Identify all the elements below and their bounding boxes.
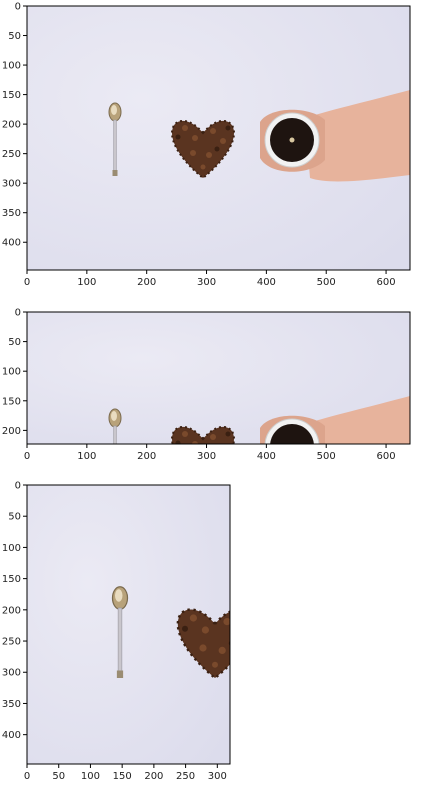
- x-tick-label: 600: [377, 451, 396, 462]
- y-tick-label: 200: [2, 426, 21, 437]
- y-tick-label: 150: [2, 396, 21, 407]
- panel-left-crop: 0 50 100 150 200 250 300 350 400 0 50 100 150 200 250…: [2, 481, 231, 782]
- y-tick-label: 350: [2, 208, 21, 219]
- y-tick-label: 50: [8, 337, 21, 348]
- y-tick-label: 300: [2, 179, 21, 190]
- y-tick-label: 100: [2, 367, 21, 378]
- y-tick-label: 100: [2, 61, 21, 72]
- axes-frame: [26, 311, 411, 445]
- y-tick-label: 250: [2, 637, 21, 648]
- x-tick-label: 300: [197, 277, 216, 288]
- x-tick-label: 0: [24, 451, 30, 462]
- x-tick-label: 200: [144, 771, 163, 782]
- y-tick-label: 400: [2, 238, 21, 249]
- x-tick-label: 100: [81, 771, 100, 782]
- x-tick-label: 150: [113, 771, 132, 782]
- y-tick-label: 100: [2, 543, 21, 554]
- x-axis: 0 50 100 150 200 250 300: [24, 764, 227, 782]
- x-tick-label: 50: [52, 771, 65, 782]
- y-tick-label: 250: [2, 149, 21, 160]
- y-tick-label: 150: [2, 90, 21, 101]
- y-axis: 0 50 100 150 200 250 300 350 400: [2, 481, 27, 741]
- x-tick-label: 200: [137, 451, 156, 462]
- x-tick-label: 100: [77, 277, 96, 288]
- x-tick-label: 0: [24, 277, 30, 288]
- x-tick-label: 250: [176, 771, 195, 782]
- x-tick-label: 0: [24, 771, 30, 782]
- axes-frame: [26, 484, 231, 765]
- y-tick-label: 0: [15, 2, 21, 13]
- y-axis: 0 50 100 150 200 250 300 350 400: [2, 2, 27, 249]
- x-axis: 0 100 200 300 400 500 600: [24, 444, 396, 462]
- y-tick-label: 50: [8, 31, 21, 42]
- y-tick-label: 0: [15, 308, 21, 319]
- y-tick-label: 300: [2, 668, 21, 679]
- y-tick-label: 400: [2, 730, 21, 741]
- x-tick-label: 300: [208, 771, 227, 782]
- panel-full: 0 50 100 150 200 250 300 350 400 0 100 200 300 400 50…: [2, 2, 411, 288]
- x-tick-label: 500: [317, 451, 336, 462]
- x-tick-label: 200: [137, 277, 156, 288]
- x-tick-label: 100: [77, 451, 96, 462]
- y-tick-label: 200: [2, 605, 21, 616]
- y-tick-label: 350: [2, 699, 21, 710]
- x-axis: 0 100 200 300 400 500 600: [24, 270, 396, 288]
- y-tick-label: 150: [2, 574, 21, 585]
- axes-frame: [26, 5, 411, 271]
- y-tick-label: 0: [15, 481, 21, 492]
- x-tick-label: 400: [257, 451, 276, 462]
- y-tick-label: 200: [2, 120, 21, 131]
- y-axis: 0 50 100 150 200: [2, 308, 27, 437]
- spoon-image: [108, 408, 122, 444]
- x-tick-label: 500: [317, 277, 336, 288]
- x-tick-label: 300: [197, 451, 216, 462]
- x-tick-label: 400: [257, 277, 276, 288]
- panel-top-crop: 0 50 100 150 200 0 100 200 300 400 500 600: [2, 308, 411, 462]
- y-tick-label: 50: [8, 512, 21, 523]
- x-tick-label: 600: [377, 277, 396, 288]
